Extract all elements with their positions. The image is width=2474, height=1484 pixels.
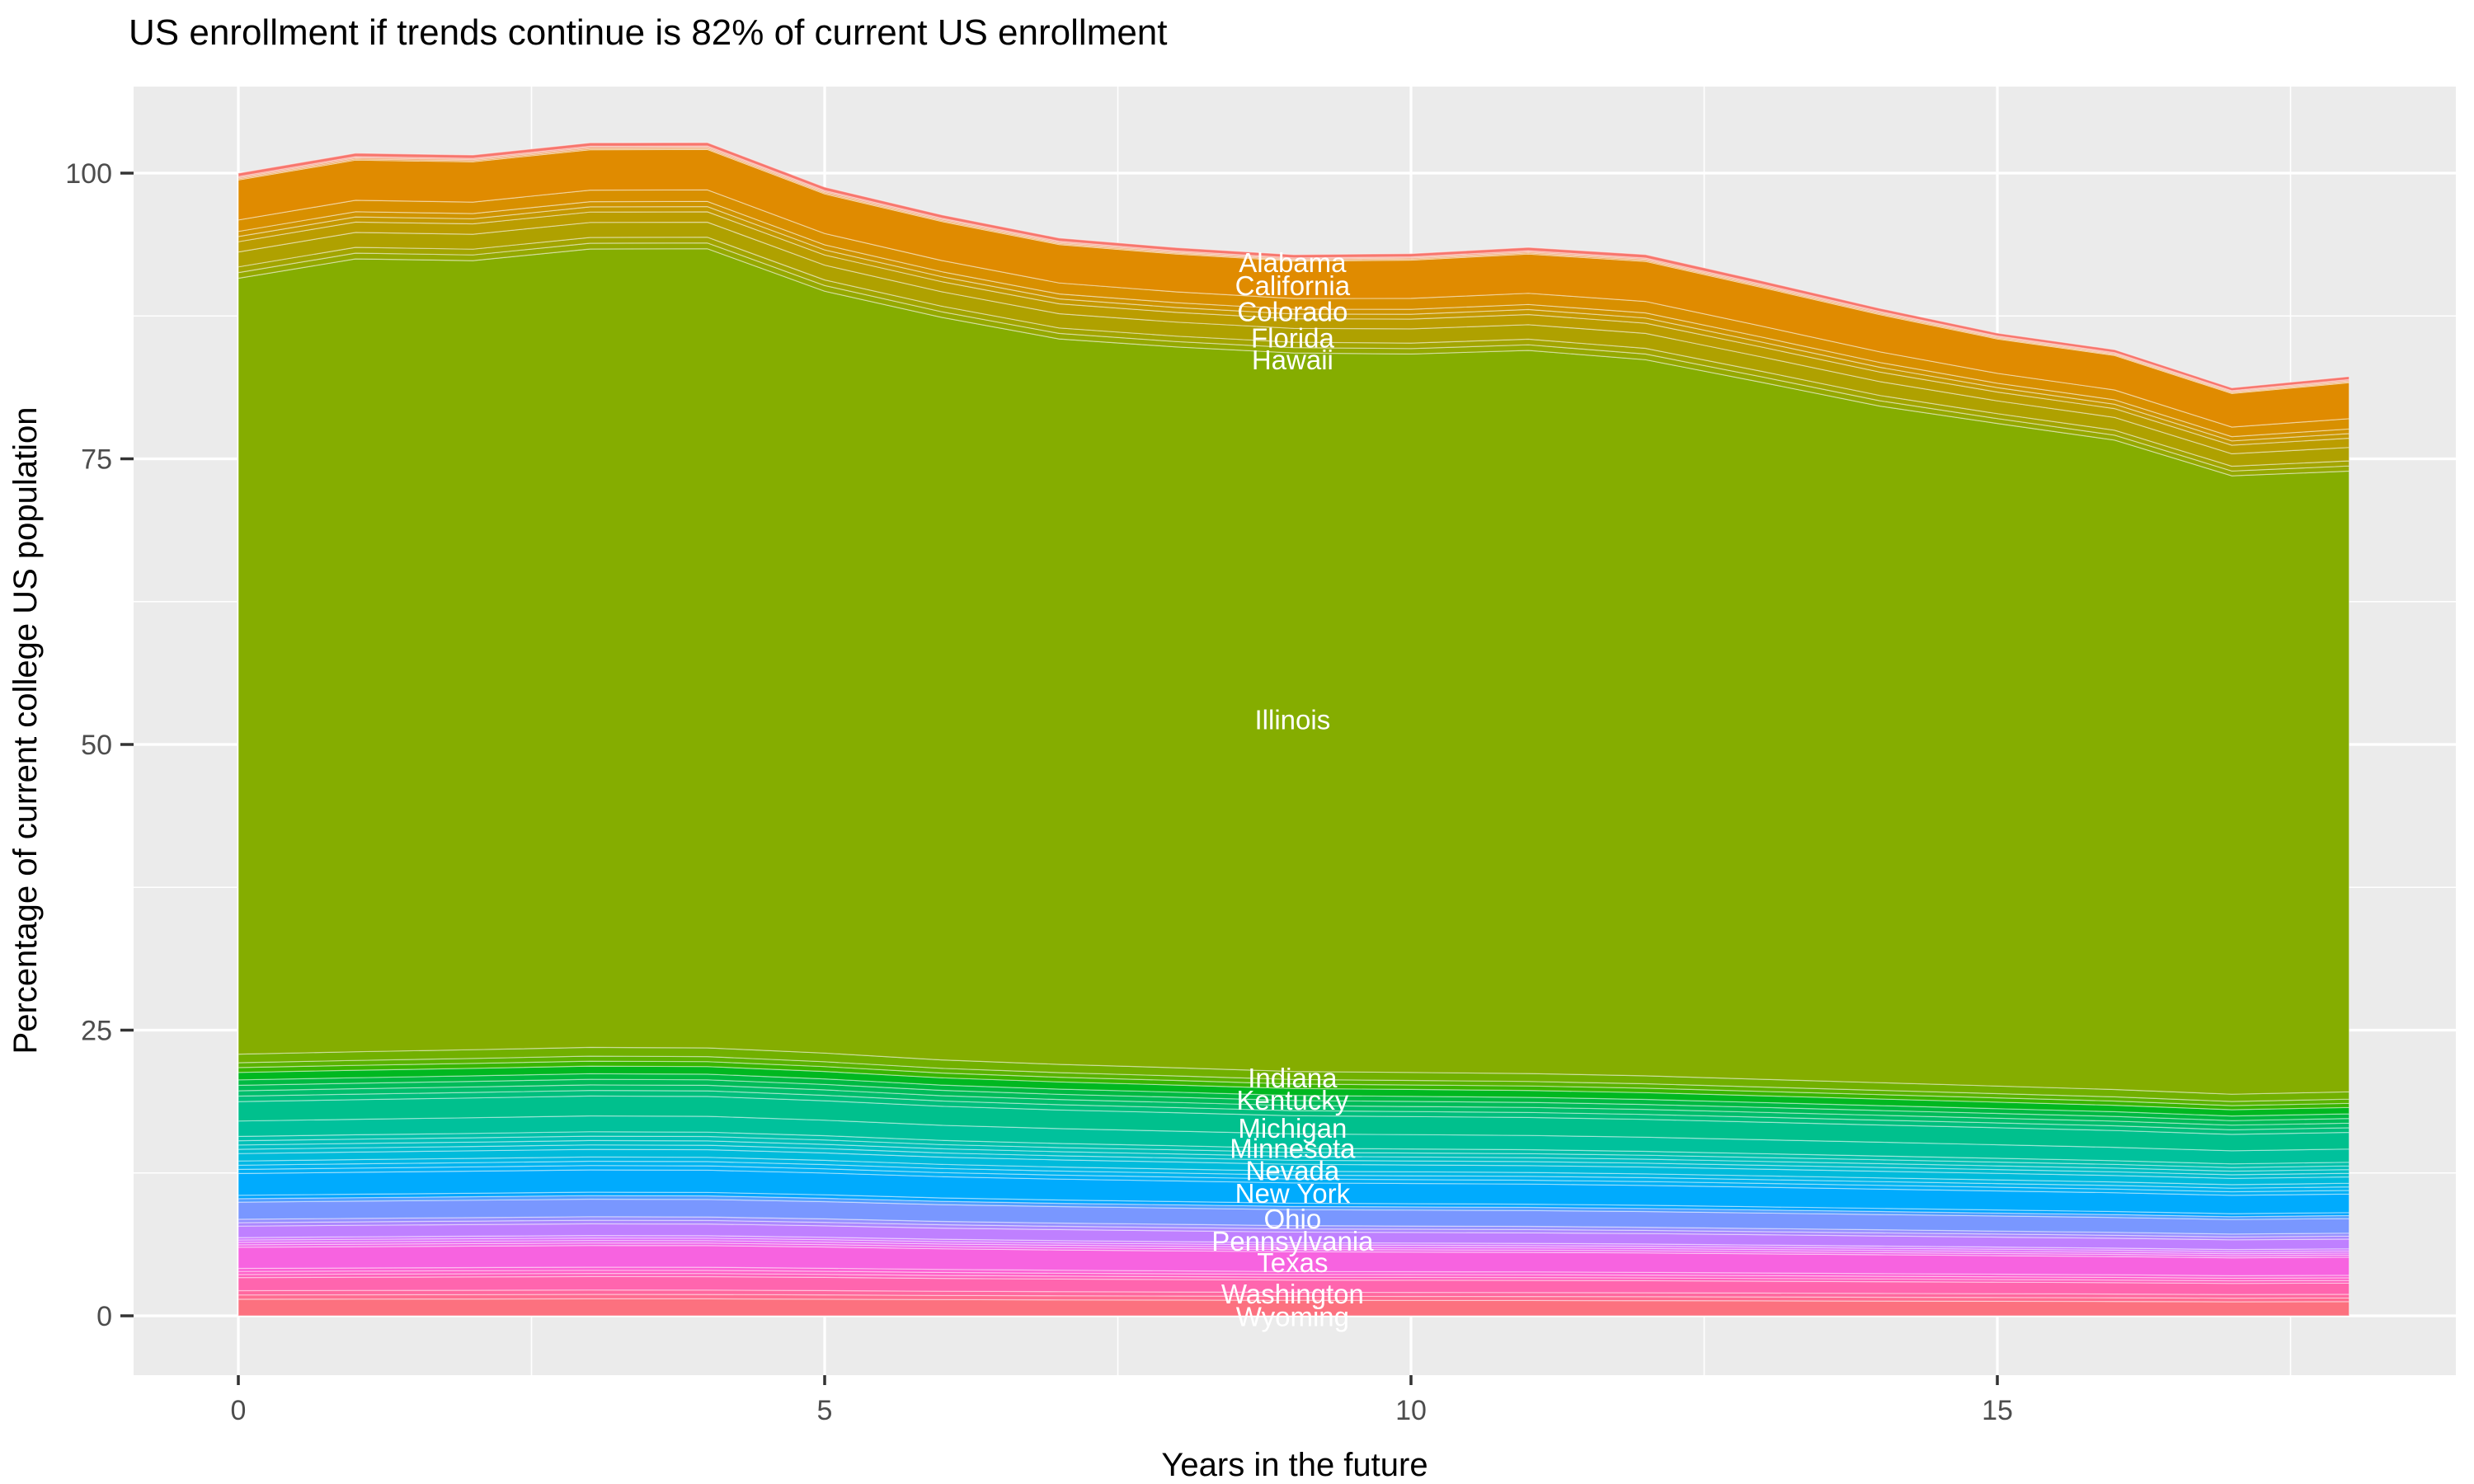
y-tick-label: 50 [81,730,112,761]
state-label-indiana: Indiana [1248,1063,1338,1093]
state-label-texas: Texas [1257,1247,1328,1278]
chart-title: US enrollment if trends continue is 82% … [129,12,1167,53]
state-label-michigan: Michigan [1238,1113,1347,1144]
y-axis-title: Percentage of current college US populat… [7,407,44,1054]
y-tick-label: 75 [81,444,112,476]
state-label-minnesota: Minnesota [1230,1133,1356,1163]
y-tick-label: 25 [81,1016,112,1047]
state-label-new-york: New York [1235,1178,1351,1209]
x-axis-title: Years in the future [1161,1447,1427,1483]
state-label-california: California [1235,270,1351,301]
state-label-wyoming: Wyoming [1236,1302,1349,1332]
state-label-colorado: Colorado [1237,297,1348,327]
y-tick-label: 0 [96,1301,112,1332]
axis-tick-marks [120,171,1999,1385]
state-label-alabama: Alabama [1239,247,1347,278]
state-label-nevada: Nevada [1246,1155,1340,1186]
state-label-illinois: Illinois [1255,705,1331,735]
area-band-alabama [238,142,2350,392]
axis-tick-labels: 0 25 50 75 100 0 5 10 15 [65,158,2013,1426]
x-tick-label: 0 [231,1395,247,1426]
state-label-ohio: Ohio [1264,1204,1322,1234]
state-label-washington: Washington [1221,1279,1364,1309]
y-tick-label: 100 [65,158,112,190]
x-tick-label: 10 [1395,1395,1427,1426]
x-tick-label: 15 [1982,1395,2013,1426]
state-label-kentucky: Kentucky [1237,1085,1349,1115]
stacked-area-bands [238,142,2350,1317]
state-label-hawaii: Hawaii [1252,345,1333,375]
x-tick-label: 5 [817,1395,833,1426]
state-label-pennsylvania: Pennsylvania [1211,1226,1374,1256]
state-label-florida: Florida [1251,323,1335,354]
